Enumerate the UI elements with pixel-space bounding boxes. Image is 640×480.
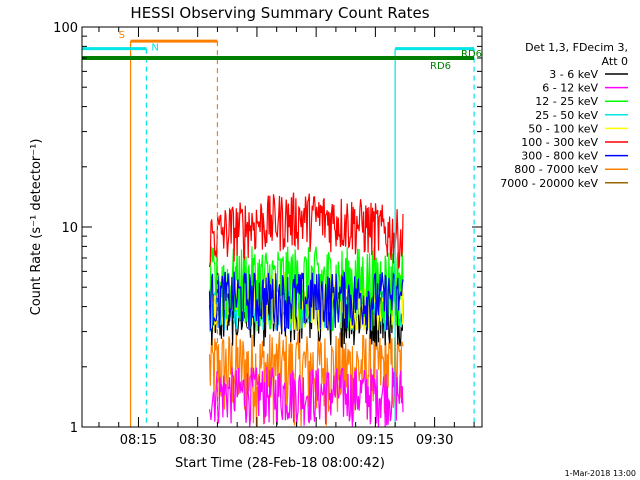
- legend-header-line-1: Det 1,3, FDecim 3,: [525, 41, 628, 54]
- y-tick-label: 10: [61, 221, 78, 236]
- x-axis: 08:15 08:30 08:45 09:00 09:15 09:30: [98, 27, 475, 448]
- legend-entry-label: 300 - 800 keV: [521, 150, 598, 163]
- legend-header-line-2: Att 0: [602, 55, 628, 68]
- flag-label-rd6-inside: RD6: [430, 61, 451, 72]
- legend-entry-label: 25 - 50 keV: [535, 109, 598, 122]
- series-line-5: [208, 192, 404, 269]
- plot-area: S N RD6 RD6: [82, 30, 482, 427]
- y-axis-label: Count Rate (s⁻¹ detector⁻¹): [29, 139, 44, 316]
- flag-label-s: S: [119, 30, 125, 41]
- x-tick-label: 08:30: [179, 433, 216, 448]
- series-line-1: [208, 367, 404, 427]
- legend-entry-label: 100 - 300 keV: [521, 136, 598, 149]
- footer-date: 1-Mar-2018 13:00: [565, 469, 636, 478]
- y-tick-label: 1: [70, 421, 78, 436]
- y-axis: 1 10 100: [53, 21, 482, 436]
- y-tick-label: 100: [53, 21, 78, 36]
- x-tick-label: 09:00: [297, 433, 334, 448]
- legend-entry-label: 12 - 25 keV: [535, 95, 598, 108]
- flag-label-n: N: [151, 43, 158, 54]
- series-line-6: [208, 271, 404, 332]
- x-tick-label: 08:45: [238, 433, 275, 448]
- x-axis-label: Start Time (28-Feb-18 08:00:42): [175, 456, 385, 471]
- chart-title: HESSI Observing Summary Count Rates: [130, 4, 429, 22]
- legend-entry-label: 50 - 100 keV: [528, 122, 598, 135]
- legend-entry-label: 7000 - 20000 keV: [500, 177, 598, 190]
- flag-label-rd6-edge: RD6: [461, 49, 482, 60]
- x-tick-label: 09:15: [357, 433, 394, 448]
- legend-entry-label: 3 - 6 keV: [549, 68, 598, 81]
- legend-entry-label: 6 - 12 keV: [542, 82, 598, 95]
- legend-entry-label: 800 - 7000 keV: [514, 163, 598, 176]
- x-tick-label: 08:15: [120, 433, 157, 448]
- x-tick-label: 09:30: [416, 433, 453, 448]
